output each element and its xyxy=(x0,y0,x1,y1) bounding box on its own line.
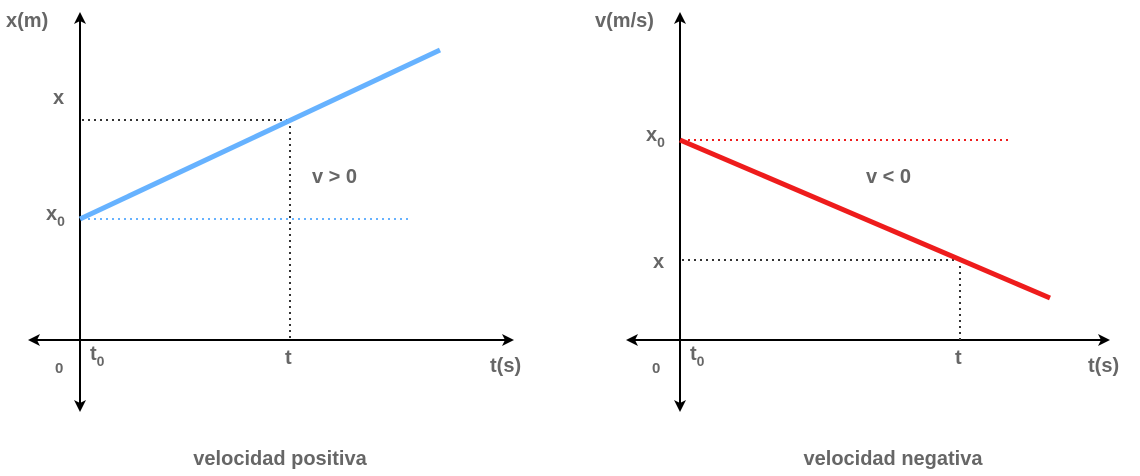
left-caption: velocidad positiva xyxy=(193,448,367,470)
right-t0-label: t0 xyxy=(690,343,705,369)
left-graph-positive-velocity: x(m) x x0 v > 0 0 t0 t t(s) velocidad po… xyxy=(6,10,521,470)
right-x-axis-label: t(s) xyxy=(1088,355,1119,377)
right-origin-label: 0 xyxy=(652,360,660,377)
right-y-axis-label: v(m/s) xyxy=(595,10,654,32)
left-x-label: x xyxy=(53,87,64,109)
left-t0-label: t0 xyxy=(90,343,105,369)
right-caption: velocidad negativa xyxy=(804,448,984,470)
left-velocity-annotation: v > 0 xyxy=(312,166,357,188)
left-t-label: t xyxy=(285,347,292,369)
right-x-label: x xyxy=(653,251,664,273)
right-x0-label: x0 xyxy=(646,124,665,150)
right-graph-negative-velocity: v(m/s) x0 v < 0 x 0 t0 t t(s) velocidad … xyxy=(595,10,1119,470)
right-velocity-annotation: v < 0 xyxy=(866,166,911,188)
left-x-axis-label: t(s) xyxy=(490,355,521,377)
right-negative-line xyxy=(679,137,1051,301)
left-y-axis-label: x(m) xyxy=(6,10,48,32)
left-position-line xyxy=(78,47,442,222)
left-x0-label: x0 xyxy=(46,203,65,229)
left-origin-label: 0 xyxy=(55,360,63,377)
right-t-label: t xyxy=(955,347,962,369)
